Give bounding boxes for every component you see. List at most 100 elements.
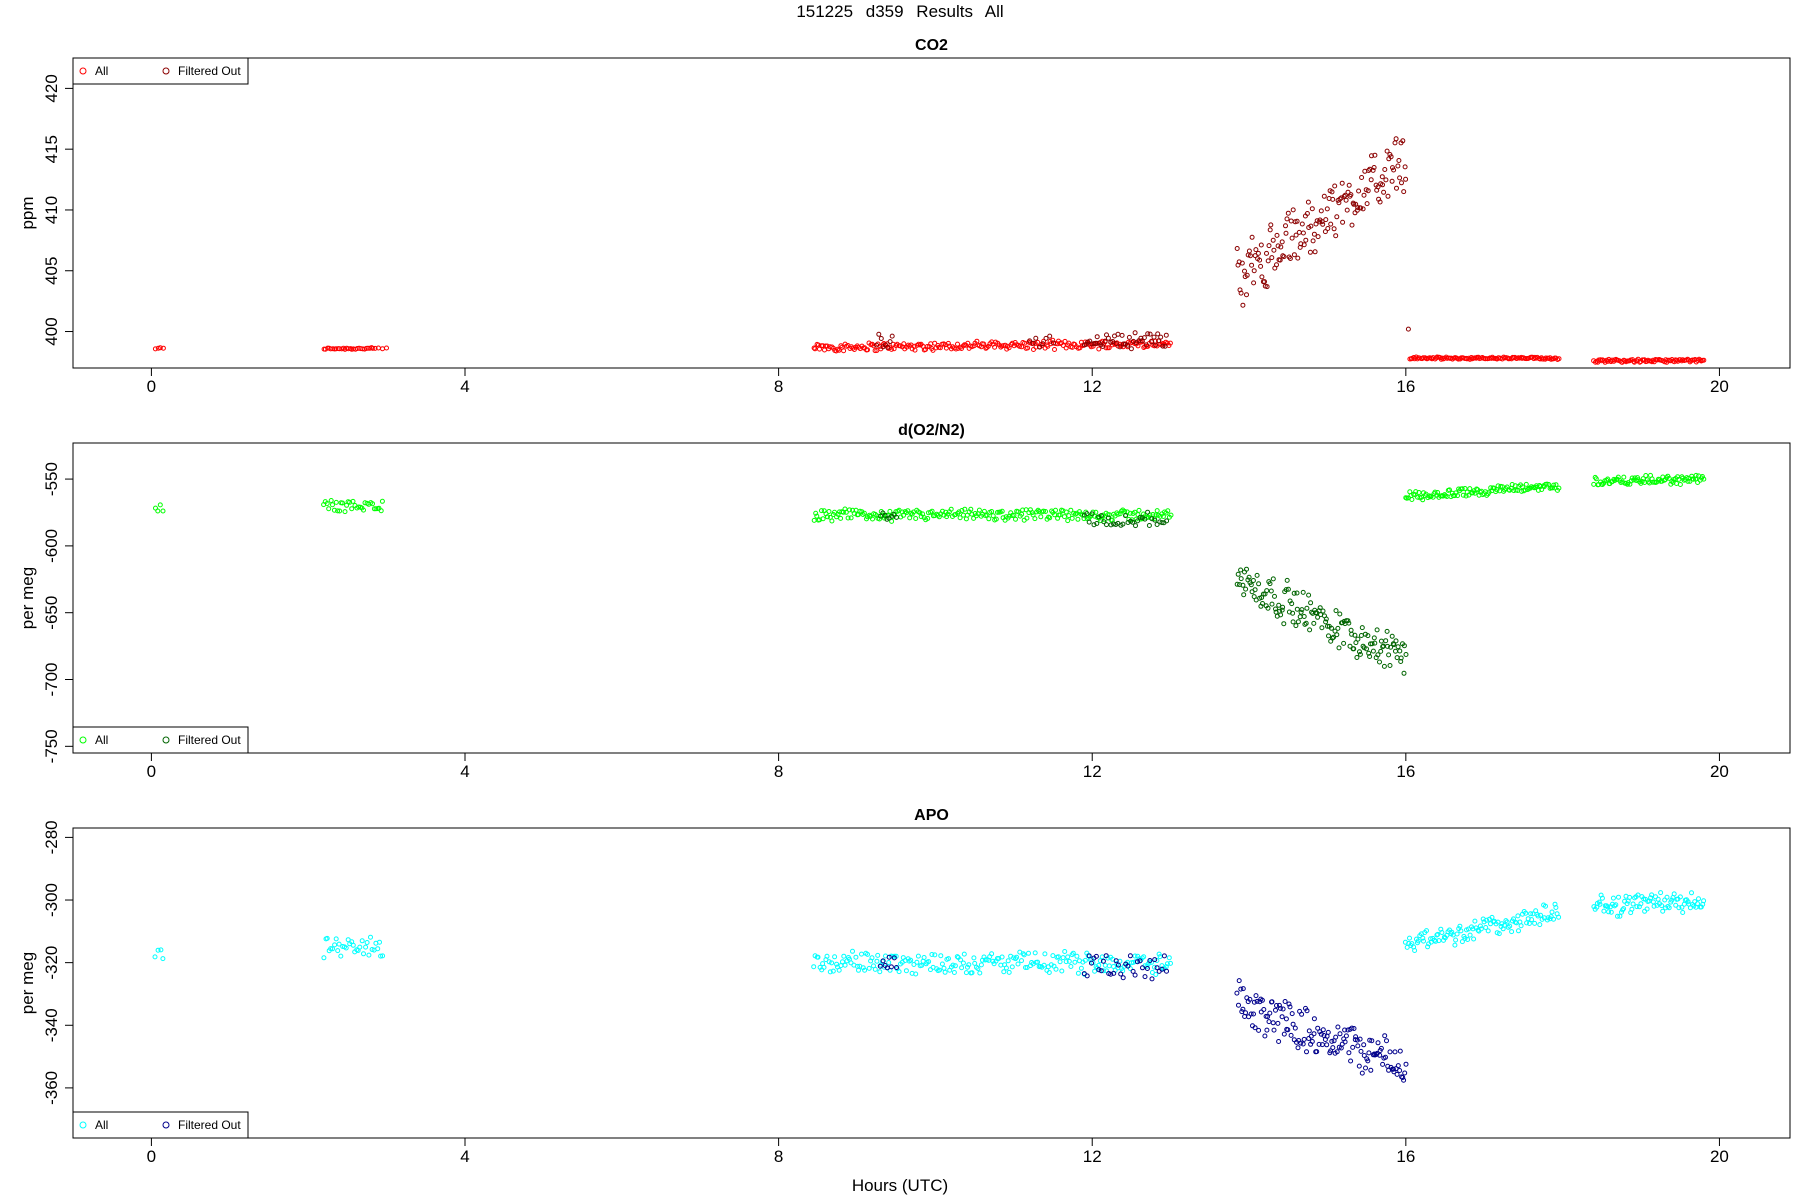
data-point bbox=[976, 507, 982, 513]
data-point bbox=[1298, 1040, 1304, 1046]
data-point bbox=[1699, 474, 1705, 479]
data-point bbox=[1165, 508, 1171, 514]
data-point bbox=[1278, 612, 1284, 618]
data-point bbox=[848, 515, 854, 521]
data-point bbox=[1168, 960, 1173, 966]
data-point bbox=[1251, 280, 1257, 286]
data-point bbox=[1068, 964, 1074, 969]
data-point bbox=[925, 516, 931, 521]
data-point bbox=[1556, 356, 1562, 362]
data-point bbox=[1119, 332, 1125, 338]
data-point bbox=[841, 953, 847, 959]
data-point bbox=[1290, 610, 1296, 616]
data-point bbox=[1365, 633, 1371, 639]
data-point bbox=[1435, 490, 1441, 495]
y-tick-label: -750 bbox=[42, 729, 61, 763]
data-point bbox=[364, 940, 370, 945]
data-point bbox=[1489, 914, 1495, 920]
data-point bbox=[1261, 1007, 1267, 1012]
data-point bbox=[1507, 923, 1513, 929]
data-point bbox=[1120, 975, 1126, 981]
data-point bbox=[847, 507, 852, 513]
data-point bbox=[1543, 903, 1548, 909]
data-point bbox=[1677, 482, 1683, 487]
data-point bbox=[1272, 593, 1277, 599]
data-point bbox=[1019, 958, 1024, 964]
data-point bbox=[1346, 620, 1352, 626]
data-point bbox=[1275, 1020, 1281, 1026]
panel-do2n2: d(O2/N2) per meg 0 4 8 12 16 20 -550 -600 -650 -700… bbox=[18, 422, 1791, 781]
series-all bbox=[152, 337, 1707, 365]
data-point bbox=[1310, 238, 1316, 244]
data-point bbox=[1117, 344, 1123, 350]
data-point bbox=[1247, 996, 1253, 1002]
data-point bbox=[1666, 475, 1672, 481]
data-point bbox=[1304, 1049, 1309, 1055]
data-point bbox=[1273, 606, 1278, 612]
data-point bbox=[1346, 1050, 1352, 1056]
data-point bbox=[1151, 334, 1157, 340]
data-point bbox=[1304, 605, 1310, 611]
data-point bbox=[1334, 214, 1340, 220]
data-point bbox=[1242, 268, 1247, 274]
data-point bbox=[1628, 478, 1634, 484]
data-point bbox=[380, 953, 386, 959]
data-point bbox=[1285, 1027, 1291, 1033]
data-point bbox=[1153, 512, 1159, 518]
data-point bbox=[826, 509, 832, 514]
data-point bbox=[1617, 913, 1623, 919]
data-point bbox=[1295, 619, 1301, 625]
data-point bbox=[1046, 970, 1052, 975]
data-point bbox=[1360, 206, 1366, 212]
data-point bbox=[812, 346, 818, 352]
data-point bbox=[1057, 959, 1063, 965]
data-point bbox=[1343, 1033, 1349, 1039]
data-point bbox=[1144, 963, 1150, 969]
data-point bbox=[1280, 604, 1286, 610]
data-point bbox=[1159, 520, 1165, 526]
data-point bbox=[930, 347, 936, 353]
data-point bbox=[1459, 486, 1465, 492]
data-point bbox=[929, 952, 935, 957]
data-point bbox=[1264, 284, 1270, 290]
series-all bbox=[153, 472, 1707, 524]
data-point bbox=[1403, 652, 1409, 657]
x-tick-label: 8 bbox=[774, 377, 783, 396]
data-point bbox=[1100, 344, 1106, 349]
data-point bbox=[1359, 1070, 1365, 1076]
data-point bbox=[999, 508, 1005, 514]
data-point bbox=[1244, 272, 1250, 278]
data-point bbox=[944, 514, 950, 520]
data-point bbox=[1307, 627, 1313, 633]
data-point bbox=[1105, 335, 1111, 341]
data-point bbox=[1243, 586, 1249, 592]
data-point bbox=[1665, 904, 1671, 909]
x-tick-label: 0 bbox=[147, 377, 156, 396]
data-point bbox=[359, 938, 365, 944]
data-point bbox=[1523, 481, 1529, 487]
data-point bbox=[1127, 953, 1133, 959]
data-point bbox=[965, 964, 970, 970]
data-point bbox=[1385, 643, 1390, 649]
data-point bbox=[160, 956, 166, 962]
y-tick-label: -650 bbox=[42, 596, 61, 630]
data-point bbox=[370, 345, 376, 351]
data-point bbox=[836, 967, 842, 973]
data-point bbox=[1277, 257, 1283, 263]
data-point bbox=[1484, 917, 1490, 923]
data-point bbox=[1384, 148, 1390, 154]
data-point bbox=[1391, 167, 1397, 173]
panel-title: CO2 bbox=[915, 37, 948, 54]
data-point bbox=[1022, 340, 1027, 346]
data-point bbox=[872, 348, 878, 354]
data-point bbox=[1099, 954, 1105, 960]
data-point bbox=[1086, 953, 1092, 959]
data-point bbox=[1371, 635, 1377, 641]
legend-box bbox=[72, 57, 249, 85]
y-axis-label: ppm bbox=[18, 196, 37, 229]
data-point bbox=[1120, 521, 1126, 527]
data-point bbox=[1388, 154, 1394, 160]
data-point bbox=[1300, 589, 1306, 595]
data-point bbox=[1238, 986, 1244, 992]
data-point bbox=[1066, 513, 1072, 519]
